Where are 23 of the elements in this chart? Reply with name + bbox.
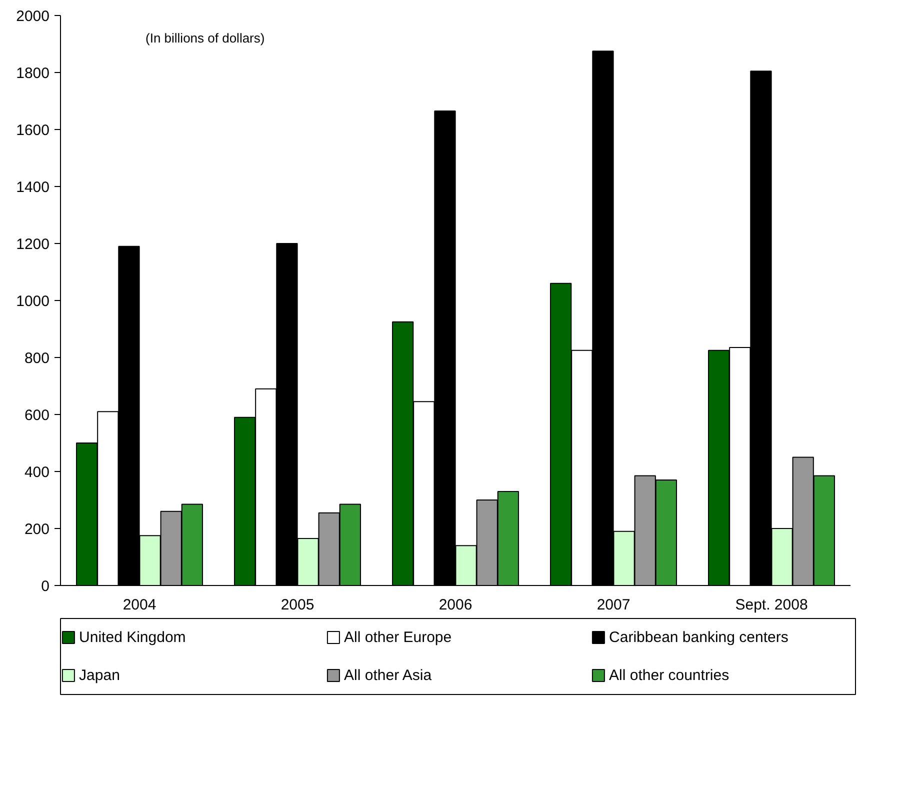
y-tick-label: 1800 [16, 65, 50, 82]
x-tick-label: 2005 [280, 596, 314, 614]
y-tick-label: 1000 [16, 293, 50, 310]
annotation: (In billions of dollars) [146, 30, 265, 46]
y-tick-label: 600 [24, 407, 50, 424]
x-tick-label: 2006 [438, 596, 472, 614]
legend-label: All other Europe [344, 629, 452, 646]
y-tick-label: 200 [24, 521, 50, 538]
legend-label: Japan [79, 667, 120, 684]
x-tick-label: 2007 [596, 596, 630, 614]
legend-label: All other Asia [344, 667, 432, 684]
legend-label: United Kingdom [79, 629, 186, 646]
legend-label: Caribbean banking centers [609, 629, 788, 646]
y-tick-label: 1400 [16, 179, 50, 196]
y-tick-label: 400 [24, 464, 50, 481]
y-tick-label: 800 [24, 350, 50, 367]
x-tick-label: 2004 [122, 596, 156, 614]
y-tick-label: 1200 [16, 236, 50, 253]
y-tick-label: 2000 [16, 8, 50, 25]
legend-label: All other countries [609, 667, 730, 684]
y-tick-label: 0 [41, 578, 50, 595]
x-tick-label: Sept. 2008 [735, 596, 808, 614]
y-tick-label: 1600 [16, 122, 50, 139]
